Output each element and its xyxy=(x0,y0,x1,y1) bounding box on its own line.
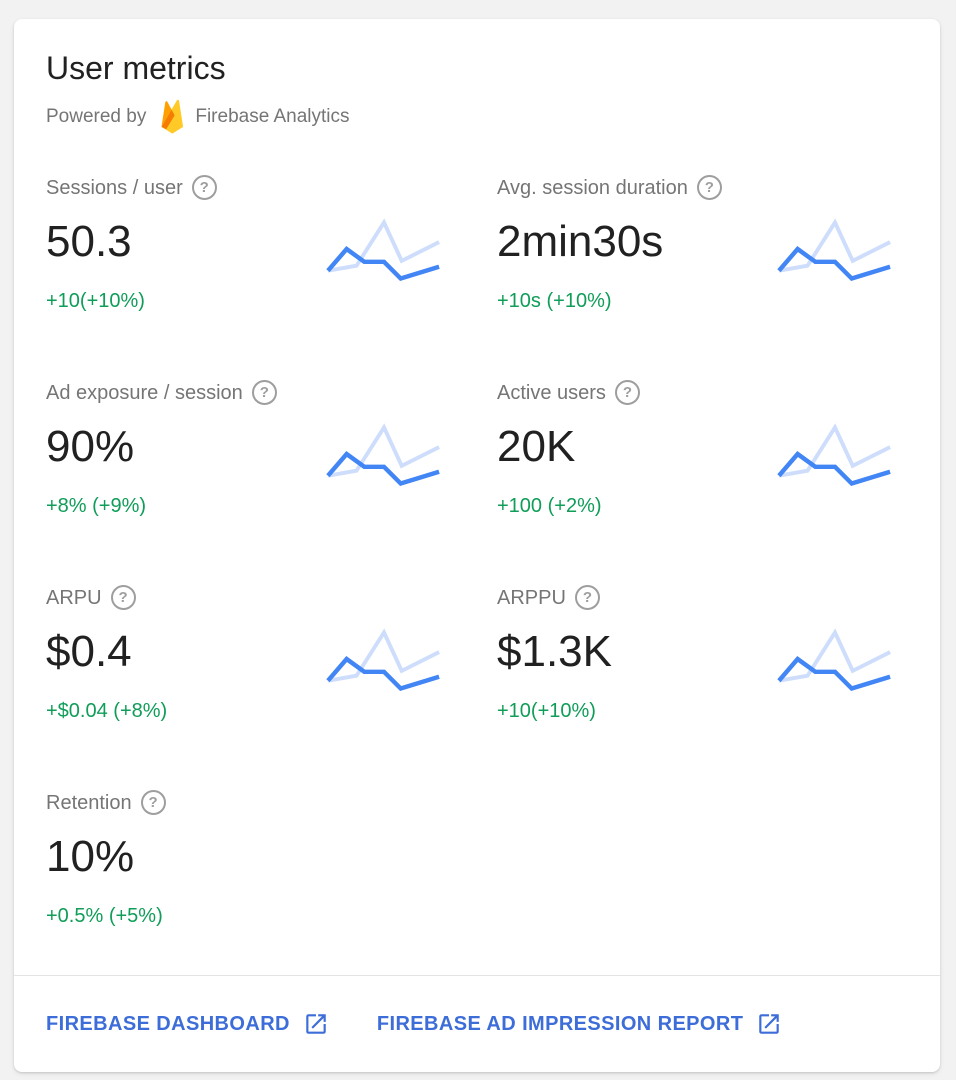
metric-delta: +10s (+10%) xyxy=(497,290,612,312)
metric-tile-sessions-per-user: Sessions / user ? 50.3 +10(+10%) xyxy=(46,175,457,314)
powered-by-text: Powered by xyxy=(46,106,147,127)
metric-delta: +8% (+9%) xyxy=(46,495,147,517)
page-title: User metrics xyxy=(46,50,226,86)
metric-value: $1.3K xyxy=(497,627,612,676)
help-icon[interactable]: ? xyxy=(574,585,600,610)
metric-tile-retention: Retention ? 10% +0.5% (+5%) xyxy=(46,790,457,929)
metrics-grid: Sessions / user ? 50.3 +10(+10%) Avg. se… xyxy=(46,175,908,929)
footer-divider xyxy=(14,975,940,976)
sparkline-previous-series xyxy=(327,628,440,683)
metric-value: 20K xyxy=(497,422,576,471)
sparkline-current-series xyxy=(777,246,891,282)
sparkline-current-series xyxy=(326,451,440,487)
metric-tile-active-users: Active users ? 20K +100 (+2%) xyxy=(497,380,908,519)
sparkline-chart-icon xyxy=(326,423,440,487)
metric-value: 10% xyxy=(46,832,135,881)
firebase-flame-icon xyxy=(161,99,184,134)
metric-label: ARPU xyxy=(46,586,102,609)
help-icon[interactable]: ? xyxy=(191,175,217,200)
open-in-new-icon xyxy=(306,1014,326,1034)
card-footer: FIREBASE DASHBOARD FIREBASE AD IMPRESSIO… xyxy=(14,976,940,1072)
metric-tile-ad-exposure-per-session: Ad exposure / session ? 90% +8% (+9%) xyxy=(46,380,457,519)
link-label: FIREBASE AD IMPRESSION REPORT xyxy=(376,1012,744,1035)
open-in-new-icon xyxy=(759,1014,780,1034)
metric-label: Ad exposure / session xyxy=(46,381,243,404)
sparkline-chart-icon xyxy=(777,423,891,487)
powered-by-row: Powered by Firebase Analytics xyxy=(46,99,908,135)
help-icon[interactable]: ? xyxy=(251,380,277,405)
metric-value: 2min30s xyxy=(497,217,664,266)
metric-label: Active users xyxy=(497,381,606,404)
sparkline-chart-icon xyxy=(326,218,440,282)
metric-value: 90% xyxy=(46,422,135,471)
help-icon[interactable]: ? xyxy=(614,380,640,405)
metric-label-row: Ad exposure / session ? xyxy=(46,380,457,405)
sparkline-current-series xyxy=(326,656,440,692)
help-icon[interactable]: ? xyxy=(696,175,722,200)
metric-label-row: ARPU ? xyxy=(46,585,457,610)
metric-tile-arppu: ARPPU ? $1.3K +10(+10%) xyxy=(497,585,908,724)
metric-label: Retention xyxy=(46,791,132,814)
metric-tile-arpu: ARPU ? $0.4 +$0.04 (+8%) xyxy=(46,585,457,724)
user-metrics-card: User metrics Powered by Firebase Analyti… xyxy=(14,19,940,1072)
metric-label: ARPPU xyxy=(497,586,566,609)
card-main: User metrics Powered by Firebase Analyti… xyxy=(14,19,940,929)
metric-label-row: ARPPU ? xyxy=(497,585,908,610)
sparkline-current-series xyxy=(777,451,891,487)
sparkline-previous-series xyxy=(327,423,440,478)
sparkline-current-series xyxy=(777,656,891,692)
sparkline-chart-icon xyxy=(326,628,440,692)
sparkline-current-series xyxy=(326,246,440,282)
metric-tile-avg-session-duration: Avg. session duration ? 2min30s +10s (+1… xyxy=(497,175,908,314)
metric-label-row: Sessions / user ? xyxy=(46,175,457,200)
link-label: FIREBASE DASHBOARD xyxy=(46,1012,290,1035)
metric-value: 50.3 xyxy=(46,217,132,266)
metric-delta: +10(+10%) xyxy=(46,290,145,312)
sparkline-previous-series xyxy=(778,218,891,273)
metric-delta: +100 (+2%) xyxy=(497,495,602,517)
help-icon[interactable]: ? xyxy=(140,790,166,815)
metric-value: $0.4 xyxy=(46,627,132,676)
metric-label: Sessions / user xyxy=(46,176,183,199)
firebase-ad-impression-report-link[interactable]: FIREBASE AD IMPRESSION REPORT xyxy=(377,1011,782,1037)
sparkline-previous-series xyxy=(327,218,440,273)
sparkline-chart-icon xyxy=(777,218,891,282)
metric-label-row: Active users ? xyxy=(497,380,908,405)
firebase-dashboard-link[interactable]: FIREBASE DASHBOARD xyxy=(46,1011,329,1037)
metric-label: Avg. session duration xyxy=(497,176,688,199)
help-icon[interactable]: ? xyxy=(110,585,136,610)
sparkline-previous-series xyxy=(778,423,891,478)
metric-label-row: Retention ? xyxy=(46,790,457,815)
sparkline-previous-series xyxy=(778,628,891,683)
metric-delta: +0.5% (+5%) xyxy=(46,905,163,927)
metric-delta: +10(+10%) xyxy=(497,700,596,722)
powered-by-brand: Firebase Analytics xyxy=(195,106,350,127)
metric-label-row: Avg. session duration ? xyxy=(497,175,908,200)
metric-delta: +$0.04 (+8%) xyxy=(46,700,168,722)
sparkline-chart-icon xyxy=(777,628,891,692)
